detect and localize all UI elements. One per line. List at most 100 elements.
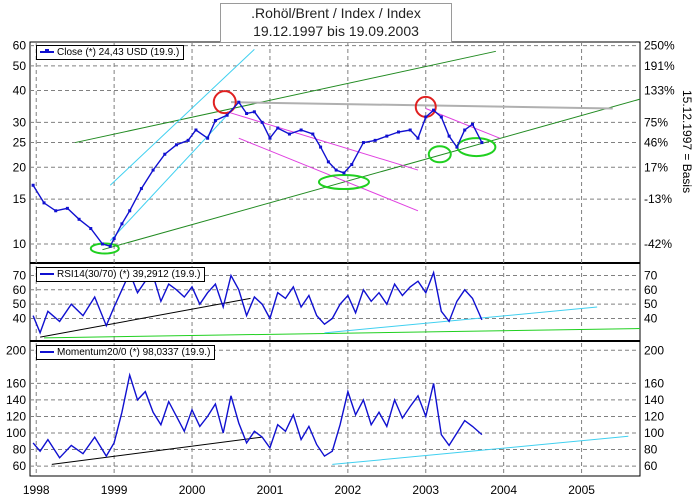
- price-point: [77, 217, 81, 221]
- price-point: [260, 120, 264, 124]
- price-point: [139, 187, 143, 191]
- data-series: [31, 100, 484, 459]
- legend-price: Close (*) 24,43 USD (19.9.): [36, 45, 185, 60]
- left-tick-label: 25: [13, 136, 27, 150]
- chart-subtitle: 19.12.1997 bis 19.09.2003: [253, 23, 419, 39]
- left-tick-label: 15: [13, 192, 27, 206]
- price-point: [326, 160, 330, 164]
- momentum-trend-cyan: [332, 435, 629, 465]
- series-line-momentum: [32, 372, 483, 459]
- price-point: [237, 100, 241, 104]
- left-tick-label: 10: [13, 237, 27, 251]
- price-point: [455, 145, 459, 149]
- left-tick-label: 30: [13, 115, 27, 129]
- grid-lines: [30, 42, 640, 476]
- left-tick-label: 140: [6, 393, 26, 407]
- price-point: [350, 163, 354, 167]
- rsi-trend-cyan: [324, 306, 598, 334]
- price-point: [112, 237, 116, 241]
- right-tick-label: 191%: [644, 59, 675, 73]
- x-tick-label: 1999: [101, 483, 128, 497]
- price-point: [276, 126, 280, 130]
- left-tick-label: 60: [13, 283, 27, 297]
- low-ellipse-2001: [317, 174, 370, 191]
- right-tick-label: 40: [644, 311, 658, 325]
- left-tick-label: 50: [13, 297, 27, 311]
- trend-line-green-lower: [102, 98, 641, 251]
- right-tick-label: 200: [644, 343, 664, 357]
- legend-rsi-swatch: [40, 273, 54, 276]
- left-tick-label: 100: [6, 426, 26, 440]
- price-point: [268, 136, 272, 140]
- low-ellipse-1998: [89, 242, 120, 255]
- price-point: [120, 222, 124, 226]
- price-point: [31, 183, 35, 187]
- resistance-line-gray: [230, 101, 613, 110]
- price-point: [163, 152, 167, 156]
- price-point: [89, 227, 93, 231]
- trend-channel-magenta-upper: [226, 111, 419, 171]
- right-tick-label: 60: [644, 283, 658, 297]
- price-point: [287, 132, 291, 136]
- x-tick-label: 2003: [412, 483, 439, 497]
- right-tick-label: 120: [644, 409, 664, 423]
- price-point: [424, 115, 428, 119]
- price-point: [342, 171, 346, 175]
- price-point: [463, 128, 467, 132]
- trend-line-cyan-outer: [109, 49, 255, 186]
- price-point: [194, 128, 198, 132]
- left-tick-label: 60: [13, 39, 27, 53]
- legend-momentum-swatch: [40, 351, 54, 354]
- price-point: [396, 130, 400, 134]
- price-point: [432, 108, 436, 112]
- right-tick-label: 60: [644, 459, 658, 473]
- x-tick-label: 2004: [490, 483, 517, 497]
- legend-rsi-label: RSI14(30/70) (*) 39,2912 (19.9.): [57, 269, 201, 280]
- highlight-circle-2000: [212, 90, 237, 115]
- price-point: [65, 206, 69, 210]
- low-ellipse-2003a: [427, 145, 452, 164]
- left-tick-label: 120: [6, 409, 26, 423]
- price-point: [480, 141, 484, 145]
- price-point: [385, 134, 389, 138]
- price-point: [213, 119, 217, 123]
- low-ellipse-2003b: [456, 137, 497, 158]
- price-point: [447, 134, 451, 138]
- right-tick-label: 46%: [644, 136, 668, 150]
- price-point: [252, 110, 256, 114]
- rsi-trend-green: [44, 328, 641, 339]
- right-tick-label: 80: [644, 443, 658, 457]
- x-tick-label: 2000: [179, 483, 206, 497]
- x-tick-label: 2001: [257, 483, 284, 497]
- price-point: [373, 138, 377, 142]
- legend-price-label: Close (*) 24,43 USD (19.9.): [57, 47, 180, 58]
- chart-title: .Rohöl/Brent / Index / Index: [251, 5, 421, 21]
- price-point: [408, 128, 412, 132]
- trend-line-cyan-inner: [109, 114, 228, 242]
- legend-momentum: Momentum20/0 (*) 98,0337 (19.9.): [36, 345, 216, 360]
- x-tick-label: 1998: [23, 483, 50, 497]
- left-tick-label: 160: [6, 376, 26, 390]
- rsi-trend-black: [40, 297, 251, 338]
- price-point: [361, 141, 365, 145]
- price-point: [319, 145, 323, 149]
- price-point: [42, 201, 46, 205]
- side-basis-label: 15.12.1997 = Basis: [680, 90, 694, 194]
- price-point: [471, 122, 475, 126]
- left-tick-label: 200: [6, 343, 26, 357]
- right-tick-label: 250%: [644, 39, 675, 53]
- left-tick-label: 50: [13, 59, 27, 73]
- chart-title-box: .Rohöl/Brent / Index / Index 19.12.1997 …: [220, 3, 452, 43]
- price-point: [100, 242, 104, 246]
- right-tick-label: -42%: [644, 237, 672, 251]
- tick-labels: 6050403025201510250%191%133%75%46%17%-13…: [6, 39, 675, 497]
- right-tick-label: 160: [644, 376, 664, 390]
- right-tick-label: 100: [644, 426, 664, 440]
- legend-rsi: RSI14(30/70) (*) 39,2912 (19.9.): [36, 267, 206, 282]
- right-tick-label: 50: [644, 297, 658, 311]
- series-line-price: [32, 101, 483, 248]
- x-tick-label: 2002: [335, 483, 362, 497]
- price-point: [186, 138, 190, 142]
- right-tick-label: -13%: [644, 192, 672, 206]
